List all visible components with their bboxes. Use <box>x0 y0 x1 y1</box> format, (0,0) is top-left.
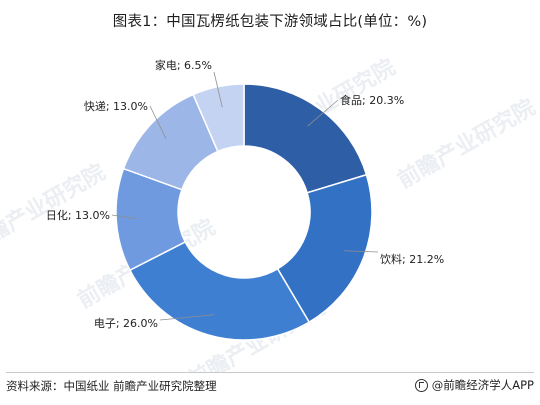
donut-chart: 前瞻产业研究院前瞻产业研究院前瞻产业研究院前瞻产业研究院前瞻产业研究院 食品; … <box>0 54 540 372</box>
leader-line-4 <box>149 105 167 139</box>
chart-title: 图表1：中国瓦楞纸包装下游领域占比(单位：%) <box>112 14 428 30</box>
watermark-text: 前瞻产业研究院 <box>393 94 539 194</box>
footer-divider <box>6 372 534 373</box>
leader-line-0 <box>307 99 339 127</box>
leader-lines <box>111 71 379 321</box>
brand-text: @前瞻经济学人APP <box>431 378 534 392</box>
donut-slice-5 <box>192 83 245 153</box>
slice-label-4: 快递; 13.0% <box>84 99 148 113</box>
brand-credit: @前瞻经济学人APP <box>414 377 534 393</box>
slice-label-3: 日化; 13.0% <box>46 208 110 222</box>
brand-logo-icon <box>414 378 428 392</box>
donut-slice-1 <box>276 173 373 324</box>
leader-line-2 <box>159 314 215 321</box>
leader-line-3 <box>111 214 138 220</box>
donut-slice-2 <box>128 240 311 341</box>
slice-label-1: 饮料; 21.2% <box>380 252 444 266</box>
source-note: 资料来源：中国纸业 前瞻产业研究院整理 <box>6 379 217 393</box>
leader-line-1 <box>343 250 379 253</box>
donut-slices <box>115 83 373 341</box>
slice-label-5: 家电; 6.5% <box>155 58 212 72</box>
slice-labels: 食品; 20.3% 饮料; 21.2% 电子; 26.0% 日化; 13.0% 快递; … <box>46 58 444 330</box>
slice-label-2: 电子; 26.0% <box>94 317 158 330</box>
slice-label-0: 食品; 20.3% <box>340 93 404 107</box>
donut-slice-0 <box>243 83 368 194</box>
leader-line-5 <box>213 71 223 108</box>
